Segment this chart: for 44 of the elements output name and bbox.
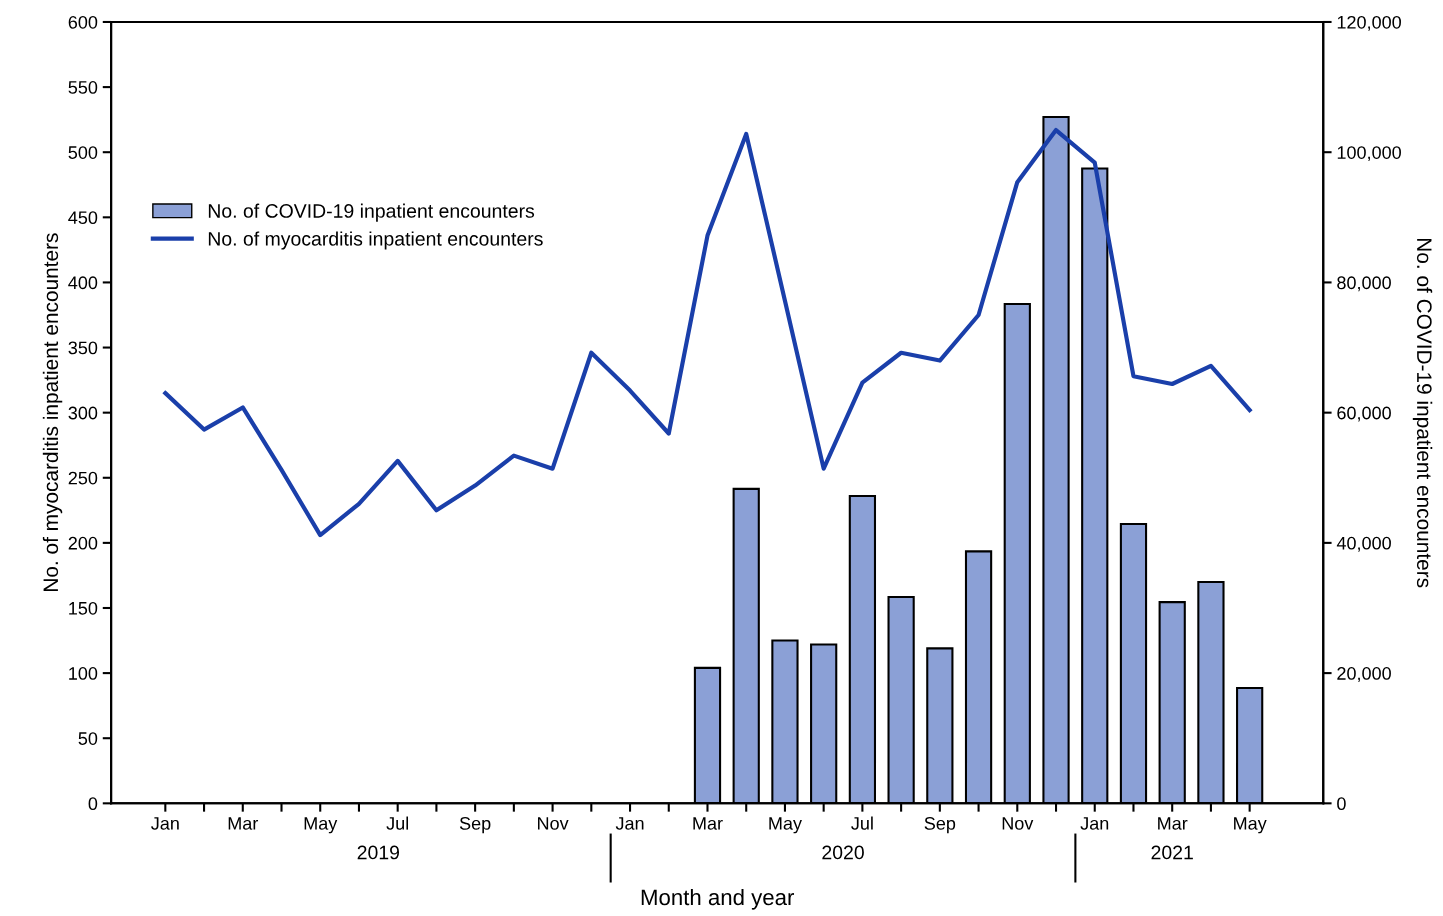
x-tick-label: May bbox=[1234, 817, 1267, 834]
y-tick-label: 50 bbox=[78, 732, 98, 745]
y2-tick-label: 20,000 bbox=[1337, 667, 1391, 682]
x-tick-label: Mar bbox=[228, 817, 259, 830]
y2-tick-label: 120,000 bbox=[1337, 15, 1401, 31]
y2-axis-title: No. of COVID-19 inpatient encounters bbox=[1412, 238, 1433, 588]
x-tick-label: May bbox=[304, 817, 338, 834]
y-tick-label: 300 bbox=[68, 406, 98, 420]
y-axis-title: No. of myocarditis inpatient encounters bbox=[42, 233, 63, 592]
y-tick-label: 250 bbox=[68, 471, 98, 485]
text: 2019 bbox=[357, 845, 400, 860]
y2-tick-label: 60,000 bbox=[1337, 406, 1391, 422]
y2-tick-label: 40,000 bbox=[1336, 536, 1391, 552]
x-tick-label: May bbox=[769, 817, 802, 834]
x-tick-label: Jan bbox=[151, 817, 179, 830]
x-tick-label: Sep bbox=[924, 817, 956, 834]
x-tick-label: Mar bbox=[693, 817, 723, 830]
y-tick-label: 100 bbox=[69, 667, 98, 680]
x-tick-label: Jan bbox=[615, 817, 644, 830]
x-tick-label: Jan bbox=[1080, 817, 1109, 830]
legend-label: No. of COVID-19 inpatient encounters bbox=[208, 203, 535, 222]
x-tick-label: Nov bbox=[538, 817, 569, 830]
y2-tick-label: 0 bbox=[1337, 797, 1346, 811]
text: 2021 bbox=[1151, 845, 1193, 860]
line-series bbox=[163, 127, 1252, 538]
y-tick-label: 150 bbox=[69, 601, 98, 615]
x-axis-title: Month and year bbox=[641, 888, 795, 910]
y-tick-label: 600 bbox=[68, 15, 98, 29]
y-tick-label: 400 bbox=[68, 276, 98, 290]
x-tick-label: Sep bbox=[459, 817, 491, 834]
text: 2020 bbox=[822, 845, 864, 860]
y-tick-label: 500 bbox=[68, 146, 98, 159]
x-tick-label: Jul bbox=[851, 816, 873, 830]
y2-tick-label: 100,000 bbox=[1337, 146, 1401, 162]
legend-label: No. of myocarditis inpatient encounters bbox=[208, 231, 543, 250]
y-tick-label: 350 bbox=[68, 341, 98, 355]
x-tick-label: Nov bbox=[1002, 817, 1034, 830]
x-tick-label: Jul bbox=[386, 816, 409, 830]
y-tick-label: 200 bbox=[68, 536, 98, 550]
y-tick-label: 550 bbox=[68, 81, 98, 94]
x-tick-label: Mar bbox=[1158, 817, 1188, 830]
y2-tick-label: 80,000 bbox=[1337, 276, 1391, 292]
y-tick-label: 450 bbox=[68, 211, 98, 225]
y-tick-label: 0 bbox=[88, 797, 98, 811]
